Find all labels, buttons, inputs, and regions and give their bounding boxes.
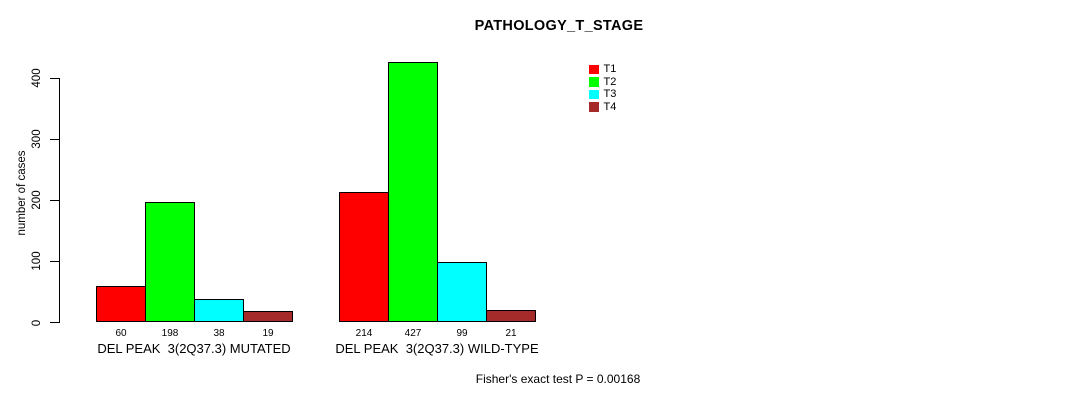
legend-swatch-t2 [589, 77, 599, 87]
legend-swatch-t3 [589, 89, 599, 99]
bar-t4-wild-type [486, 309, 536, 323]
y-tick [50, 322, 59, 323]
bar-t4-mutated [243, 310, 293, 323]
bar-t2-wild-type [388, 61, 438, 323]
bar-t3-mutated [194, 299, 244, 323]
bar-value-label: 21 [505, 328, 517, 339]
legend-label: T4 [603, 100, 617, 113]
annotation-text: Fisher's exact test P = 0.00168 [475, 372, 641, 386]
legend: T1 T2 T3 T4 [589, 63, 616, 113]
bar-t2-mutated [145, 201, 195, 323]
bar-value-label: 214 [355, 328, 373, 339]
y-tick-label: 300 [31, 129, 43, 149]
y-tick [50, 77, 59, 79]
y-tick-label: 200 [31, 190, 43, 210]
legend-swatch-t4 [589, 102, 599, 112]
legend-item: T3 [589, 88, 616, 101]
y-tick [50, 260, 59, 262]
y-axis-label: number of cases [16, 150, 28, 236]
bar-t3-wild-type [437, 262, 487, 323]
y-tick-label: 400 [31, 68, 43, 88]
chart-title: PATHOLOGY_T_STAGE [474, 18, 644, 34]
legend-label: T3 [603, 88, 617, 100]
legend-swatch-t1 [589, 64, 599, 74]
y-tick [50, 138, 59, 140]
bar-value-label: 99 [456, 328, 468, 339]
bar-value-label: 60 [115, 328, 127, 339]
y-tick [50, 199, 59, 201]
bar-t1-wild-type [339, 191, 389, 323]
bar-value-label: 19 [262, 328, 274, 339]
legend-label: T1 [603, 63, 617, 75]
y-axis-line [59, 77, 60, 323]
bar-value-label: 198 [161, 328, 179, 339]
bar-t1-mutated [96, 285, 146, 323]
legend-label: T2 [603, 75, 617, 88]
y-tick-label: 0 [31, 319, 43, 326]
group-label: DEL PEAK 3(2Q37.3) WILD-TYPE [335, 341, 539, 356]
bar-value-label: 38 [213, 328, 225, 339]
legend-item: T4 [589, 101, 616, 114]
bar-value-label: 427 [404, 328, 422, 339]
group-label: DEL PEAK 3(2Q37.3) MUTATED [97, 341, 291, 356]
y-tick-label: 100 [31, 251, 43, 271]
legend-item: T2 [589, 76, 616, 89]
legend-item: T1 [589, 63, 616, 76]
